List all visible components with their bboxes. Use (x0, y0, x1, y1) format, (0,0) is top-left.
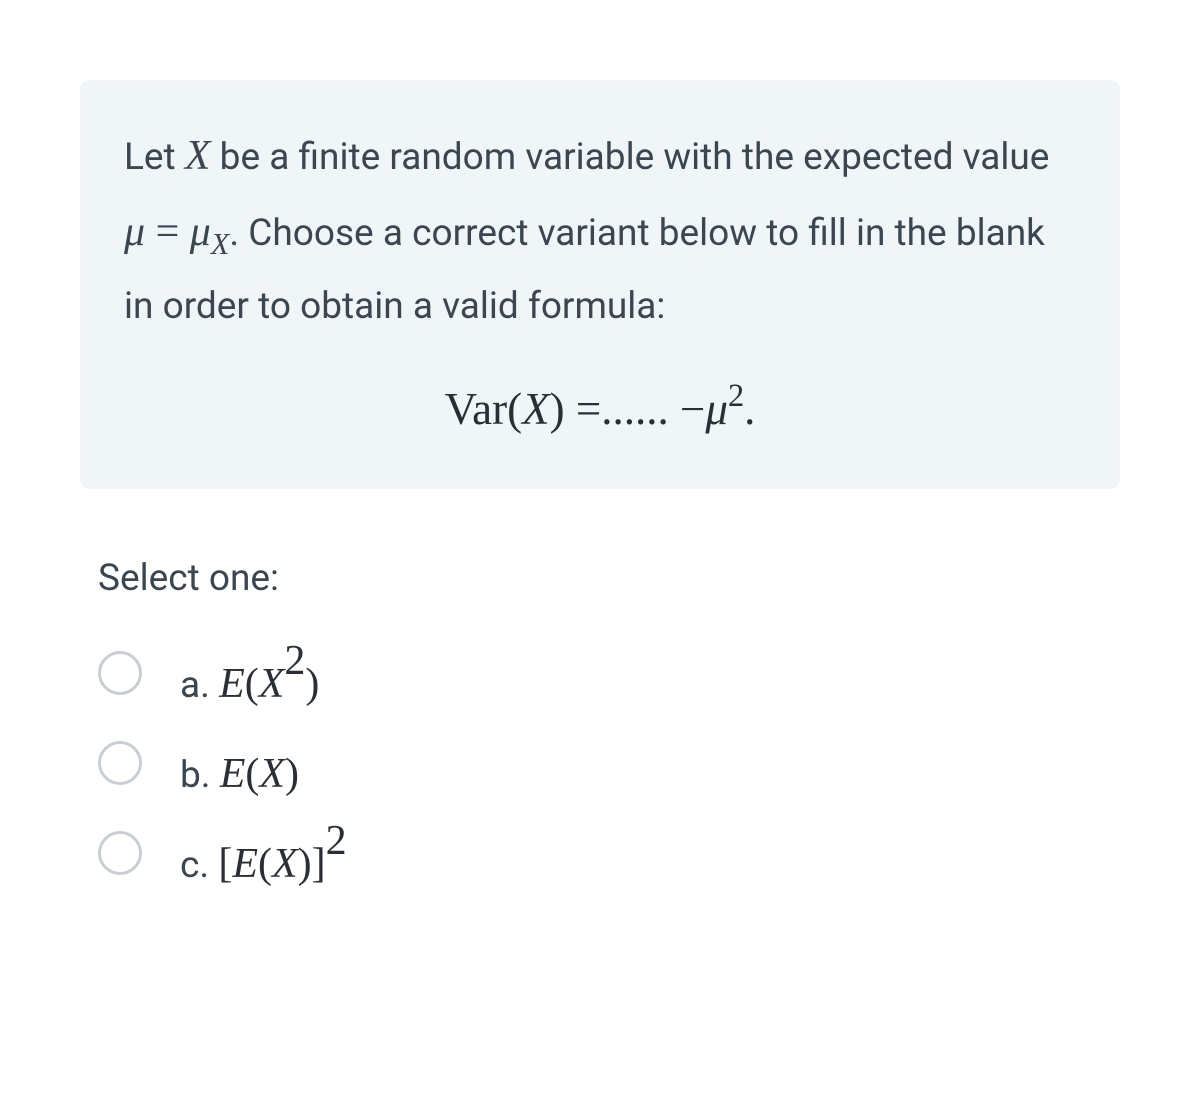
option-c-fn: E (232, 841, 258, 887)
option-a-letter: a. (180, 664, 210, 707)
mu-base: μ (190, 209, 211, 255)
formula-eq: = (565, 384, 602, 434)
var-x: X (185, 133, 211, 179)
select-one-prompt: Select one: (98, 557, 1120, 600)
option-b[interactable]: b. E(X) (98, 718, 1120, 808)
radio-a[interactable] (98, 651, 142, 695)
option-c-var: X (272, 841, 298, 887)
formula-mu: μ (705, 384, 728, 434)
stem-mid2: . Choose a correct variant below to fill… (124, 212, 1045, 327)
option-a-fn: E (219, 661, 245, 707)
option-c-bracket-close: ] (312, 841, 326, 887)
option-c-letter: c. (180, 844, 209, 887)
variance-formula: Var(X) =...... −μ2. (124, 374, 1076, 441)
option-b-letter: b. (180, 754, 211, 797)
option-a-open: ( (245, 661, 259, 707)
options-list: a. E(X2) b. E(X) c. [E(X)]2 (98, 628, 1120, 898)
option-c-open: ( (258, 841, 272, 887)
formula-exp: 2 (728, 378, 744, 414)
option-a-label: a. E(X2) (180, 637, 319, 708)
formula-dots: ...... (601, 384, 680, 434)
equals-sign: = (145, 209, 190, 255)
option-b-close: ) (285, 751, 299, 797)
formula-close: ) (550, 384, 565, 434)
radio-b[interactable] (98, 741, 142, 785)
stem-mid1: be a finite random variable with the exp… (211, 136, 1050, 179)
radio-c[interactable] (98, 831, 142, 875)
option-b-var: X (259, 751, 285, 797)
formula-open: ( (507, 384, 522, 434)
formula-fn: Var (445, 384, 507, 434)
option-b-open: ( (245, 751, 259, 797)
option-c-bracket-open: [ (218, 841, 232, 887)
mu-x: μX (190, 209, 230, 255)
option-a-close: ) (305, 661, 319, 707)
option-c-outer-exp: 2 (326, 818, 347, 864)
stem-prefix: Let (124, 136, 185, 179)
option-c-label: c. [E(X)]2 (180, 817, 347, 888)
mu-symbol: μ (124, 209, 145, 255)
option-a-var: X (259, 661, 285, 707)
option-c[interactable]: c. [E(X)]2 (98, 808, 1120, 898)
question-card: Let X be a finite random variable with t… (60, 50, 1140, 938)
question-text-box: Let X be a finite random variable with t… (80, 80, 1120, 489)
option-a-exp: 2 (284, 638, 305, 684)
option-c-close: ) (298, 841, 312, 887)
formula-period: . (744, 384, 755, 434)
option-b-label: b. E(X) (180, 727, 299, 798)
question-stem: Let X be a finite random variable with t… (124, 118, 1076, 340)
formula-minus: − (680, 384, 705, 434)
mu-subscript: X (211, 228, 229, 262)
formula-var: X (522, 384, 550, 434)
option-b-fn: E (220, 751, 246, 797)
option-a[interactable]: a. E(X2) (98, 628, 1120, 718)
